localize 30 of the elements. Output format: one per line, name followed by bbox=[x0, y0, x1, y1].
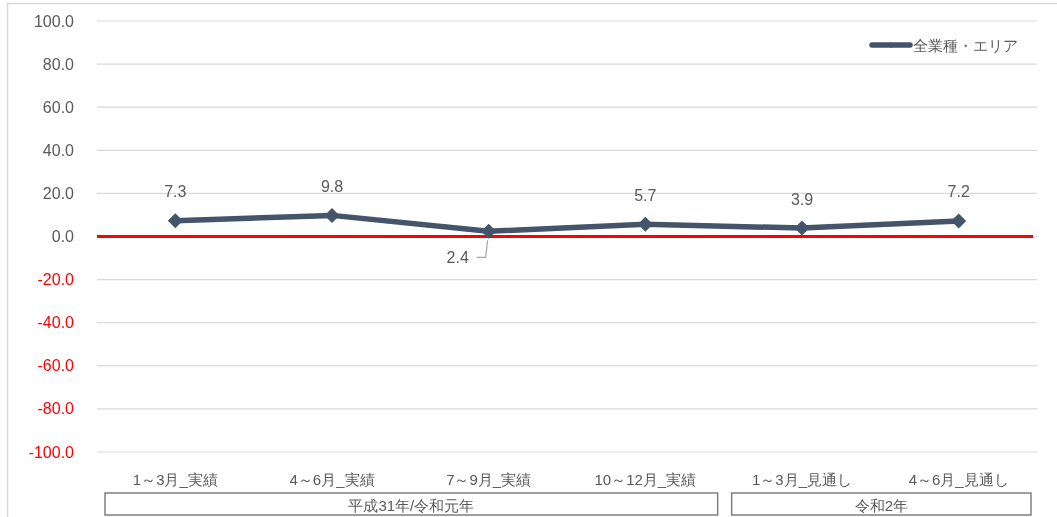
y-tick-label: -60.0 bbox=[37, 357, 75, 375]
point bbox=[794, 220, 810, 236]
x-tick-label: 1～3月_実績 bbox=[132, 470, 218, 488]
legend: 全業種・エリア bbox=[869, 36, 1018, 54]
y-tick-label: -20.0 bbox=[37, 271, 75, 289]
point bbox=[167, 213, 183, 229]
text: 令和2年 bbox=[854, 496, 909, 514]
x-tick-label: 4～6月_見通し bbox=[908, 470, 1009, 488]
y-tick-label: -40.0 bbox=[37, 314, 75, 332]
y-tick-label: 20.0 bbox=[42, 184, 75, 202]
y-tick-label: 40.0 bbox=[42, 141, 75, 159]
y-tick-label: -80.0 bbox=[37, 400, 75, 418]
x-tick-label: 10～12月_実績 bbox=[594, 470, 697, 488]
y-tick-label: 100.0 bbox=[33, 12, 75, 30]
y-tick-label: -100.0 bbox=[28, 443, 75, 461]
data-label: 7.2 bbox=[947, 183, 970, 201]
data-label: 7.3 bbox=[164, 183, 187, 201]
text: 平成31年/令和元年 bbox=[348, 496, 475, 514]
data-label: 3.9 bbox=[790, 190, 814, 208]
data-label: 2.4 bbox=[446, 248, 469, 266]
y-tick-label: 0.0 bbox=[51, 228, 75, 245]
data-label: 9.8 bbox=[320, 177, 344, 195]
legend-label: 全業種・エリア bbox=[913, 36, 1018, 54]
point bbox=[951, 213, 967, 229]
x-tick-label: 4～6月_実績 bbox=[289, 470, 375, 488]
x-tick-label: 1～3月_見通し bbox=[751, 470, 853, 488]
y-tick-label: 60.0 bbox=[42, 98, 75, 116]
data-label: 5.7 bbox=[634, 186, 657, 204]
y-tick-label: 80.0 bbox=[42, 55, 75, 73]
x-tick-label: 7～9月_実績 bbox=[446, 470, 532, 488]
